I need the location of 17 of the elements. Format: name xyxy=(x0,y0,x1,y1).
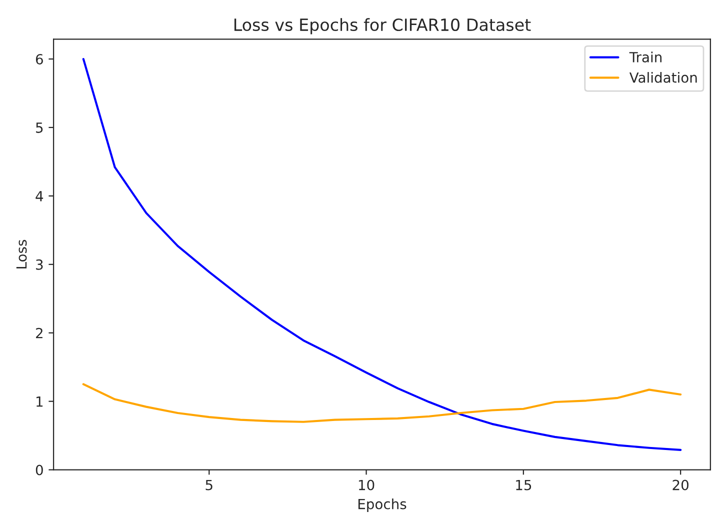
x-axis-title: Epochs xyxy=(358,498,406,512)
y-tick-label: 0 xyxy=(36,464,43,476)
chart-title: Loss vs Epochs for CIFAR10 Dataset xyxy=(234,18,531,34)
y-tick-label: 1 xyxy=(36,396,43,407)
y-axis-title: Loss xyxy=(16,240,27,268)
y-tick-label: 5 xyxy=(36,122,43,133)
y-tick-label: 4 xyxy=(36,191,44,202)
y-tick-label: 2 xyxy=(36,328,42,338)
x-tick-label: 5 xyxy=(206,480,212,490)
y-tick-label: 6 xyxy=(36,54,43,64)
legend-label: Validation xyxy=(629,72,697,83)
x-tick-label: 15 xyxy=(516,480,532,490)
x-tick-label: 20 xyxy=(672,480,688,490)
y-tick-label: 3 xyxy=(36,259,43,270)
legend-label: Train xyxy=(629,52,662,62)
line-series xyxy=(82,383,682,423)
x-tick-label: 10 xyxy=(358,480,374,490)
